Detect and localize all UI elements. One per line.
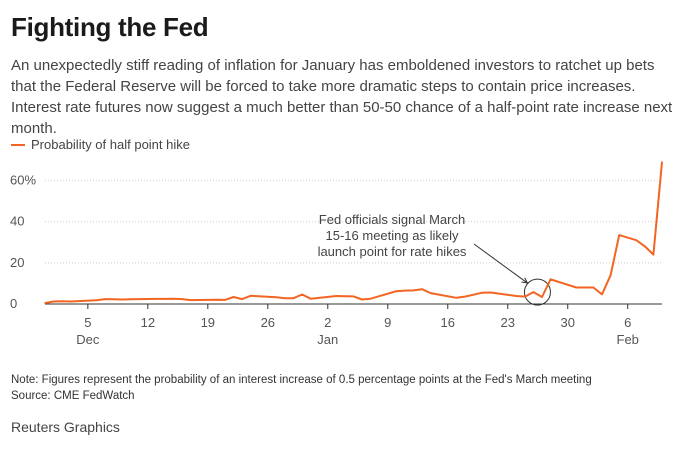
data-point: [224, 299, 226, 301]
grid-lines: [45, 180, 662, 264]
data-point: [369, 297, 372, 300]
annotation-text-line: launch point for rate hikes: [318, 244, 467, 259]
annotation-arrowhead: [521, 277, 529, 284]
data-point: [61, 300, 63, 303]
data-point: [104, 298, 106, 300]
series-line-half-point-hike: [44, 162, 663, 304]
annotation-text-line: Fed officials signal March: [319, 212, 465, 227]
data-point: [412, 289, 415, 292]
data-point: [249, 295, 252, 297]
data-point: [215, 298, 218, 301]
data-point: [652, 253, 655, 256]
x-month-label: Jan: [317, 332, 338, 347]
data-point: [181, 298, 183, 300]
x-tick-label: 5: [84, 315, 91, 330]
data-point: [292, 297, 295, 299]
chart-subtitle: An unexpectedly stiff reading of inflati…: [11, 57, 673, 137]
legend-swatch-line: [11, 143, 25, 146]
data-point: [489, 291, 492, 294]
annotation-circle: [523, 278, 551, 306]
data-point: [52, 300, 55, 303]
data-point: [275, 296, 278, 298]
y-axis-ticks: 0 20 40 60%: [10, 173, 36, 311]
data-point: [241, 298, 243, 300]
data-point: [164, 298, 166, 300]
y-tick-label: 20: [10, 255, 24, 270]
chart-title: Fighting the Fed: [11, 12, 209, 42]
x-axis: 5 Dec 12 19 26 2 Jan 9 16 23 30 6 Feb: [45, 303, 662, 347]
data-point: [284, 297, 286, 299]
x-tick-label: 23: [501, 315, 515, 330]
x-month-label: Feb: [617, 332, 639, 347]
note-text: Note: Figures represent the probability …: [11, 374, 592, 386]
data-point: [472, 293, 475, 296]
x-month-label: Dec: [76, 332, 100, 347]
data-point: [635, 239, 638, 241]
data-point: [644, 245, 646, 248]
data-point: [344, 295, 346, 297]
x-tick-label: 19: [201, 315, 215, 330]
data-point: [618, 234, 620, 236]
y-tick-label: 60%: [10, 173, 36, 188]
x-tick-label: 12: [141, 315, 155, 330]
source-text: Source: CME FedWatch: [11, 390, 135, 402]
data-point: [464, 295, 466, 298]
data-point: [481, 291, 483, 294]
data-point: [352, 295, 355, 298]
legend: Probability of half point hike: [11, 137, 190, 152]
data-point: [455, 297, 458, 299]
data-point: [361, 298, 363, 301]
credit-text: Reuters Graphics: [11, 419, 120, 435]
data-point: [421, 288, 423, 290]
x-tick-label: 2: [324, 315, 331, 330]
data-point: [112, 298, 115, 301]
data-point: [584, 286, 586, 289]
legend-label: Probability of half point hike: [31, 137, 190, 152]
x-tick-label: 6: [624, 315, 631, 330]
y-tick-label: 0: [10, 296, 17, 311]
data-point: [172, 297, 175, 300]
data-point: [69, 300, 72, 303]
data-point: [129, 298, 132, 301]
y-tick-label: 40: [10, 214, 24, 229]
data-point: [601, 293, 603, 296]
data-point: [395, 290, 398, 292]
data-point: [524, 295, 526, 298]
data-point: [121, 298, 123, 301]
footnote: Note: Figures represent the probability …: [11, 372, 592, 404]
data-point: [232, 296, 235, 298]
line-chart: 0 20 40 60% 5 Dec 12 19 26 2 Jan 9 16 23 30 6 Feb Fed o…: [10, 161, 663, 347]
annotation-arrow: [473, 243, 528, 284]
annotation-text-line: 15-16 meeting as likely: [326, 228, 459, 243]
data-point: [309, 297, 312, 300]
data-point: [155, 298, 158, 300]
data-point: [609, 274, 612, 276]
data-point: [592, 286, 595, 289]
data-point: [95, 299, 98, 302]
data-point: [541, 296, 543, 298]
x-tick-label: 26: [261, 315, 275, 330]
data-point: [335, 295, 338, 297]
data-point: [429, 292, 432, 294]
data-point: [549, 278, 552, 281]
series-points: [44, 161, 663, 304]
data-point: [404, 289, 406, 292]
data-point: [575, 286, 578, 289]
x-tick-label: 9: [384, 315, 391, 330]
x-tick-label: 16: [441, 315, 455, 330]
data-point: [189, 299, 192, 301]
data-point: [515, 295, 518, 297]
x-tick-label: 30: [561, 315, 575, 330]
data-point: [532, 291, 535, 293]
data-point: [661, 161, 663, 163]
data-point: [44, 302, 46, 304]
data-point: [301, 293, 303, 296]
